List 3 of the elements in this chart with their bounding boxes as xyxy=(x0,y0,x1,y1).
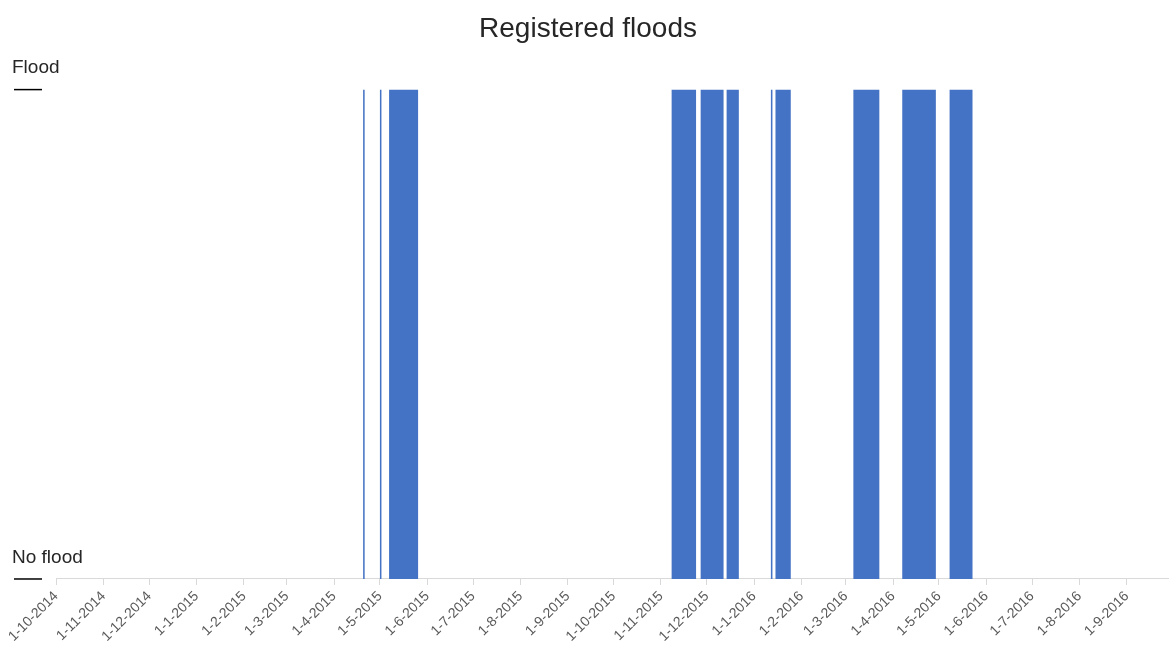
text: Flood xyxy=(12,56,60,78)
chart-title: Registered floods xyxy=(479,11,697,43)
annotation: No flood xyxy=(12,545,83,567)
